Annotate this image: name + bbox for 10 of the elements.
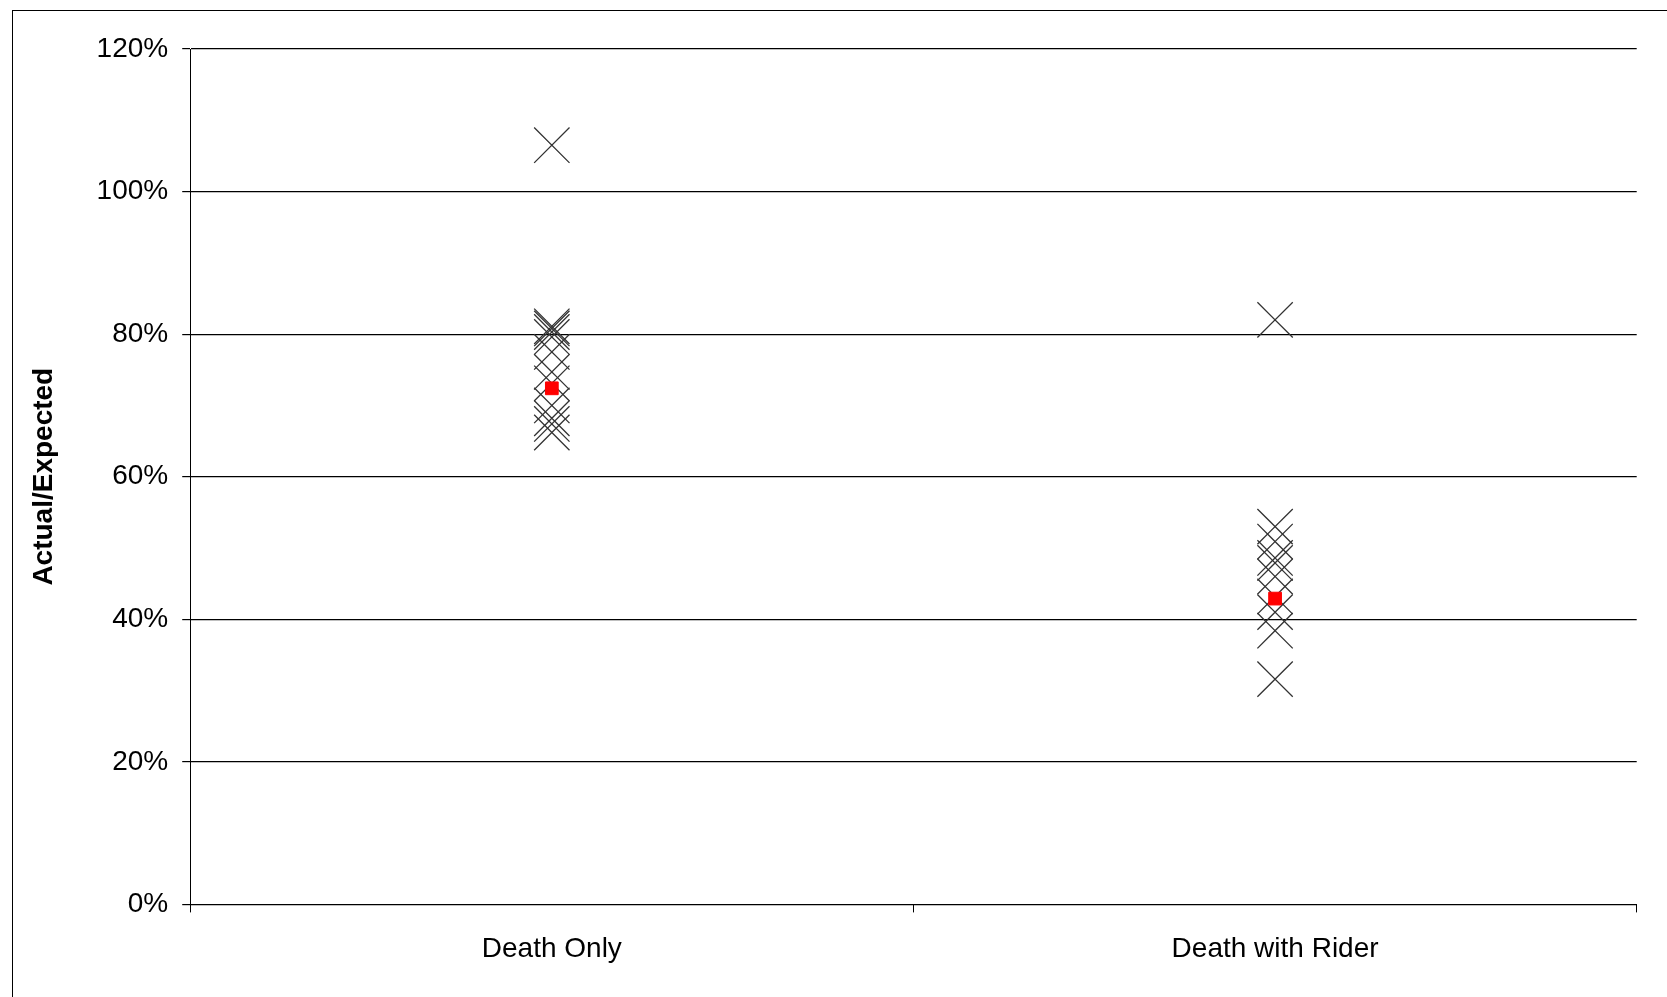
- y-tick-label: 20%: [112, 744, 169, 776]
- x-tick-label: Death Only: [481, 931, 622, 963]
- y-axis-title: Actual/Expected: [26, 367, 58, 586]
- y-tick-label: 80%: [112, 316, 169, 348]
- y-tick-label: 60%: [112, 459, 169, 491]
- y-tick-label: 0%: [127, 887, 169, 919]
- y-tick-label: 40%: [112, 601, 169, 633]
- y-tick-label: 120%: [96, 31, 169, 63]
- y-tick-label: 100%: [96, 174, 169, 206]
- x-tick-label: Death with Rider: [1171, 931, 1379, 963]
